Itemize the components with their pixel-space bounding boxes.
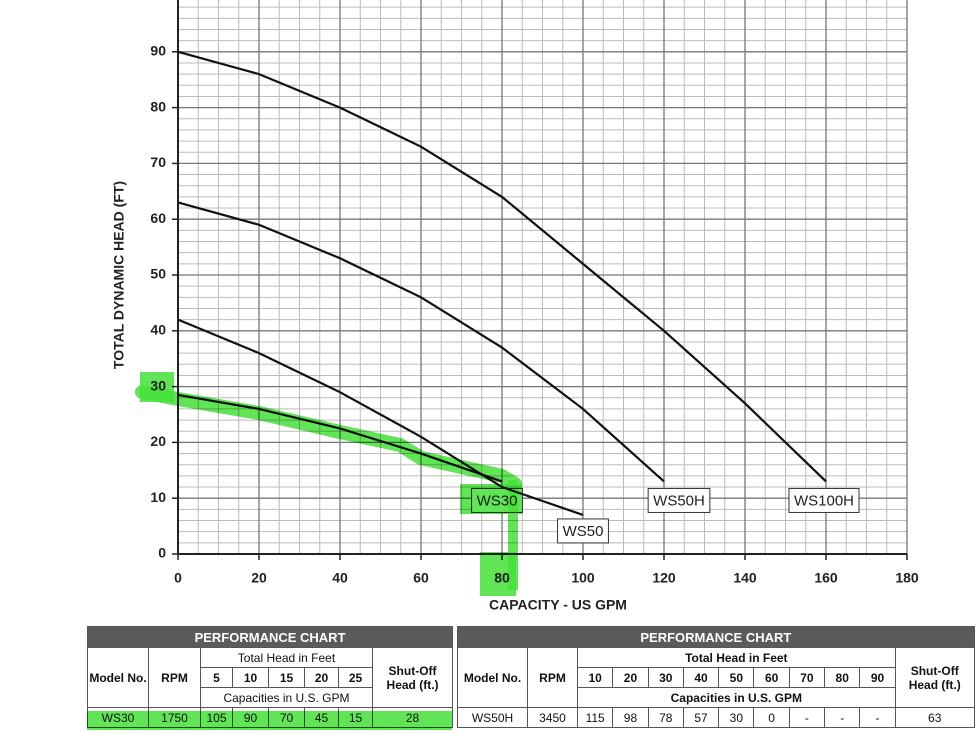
chart: TOTAL DYNAMIC HEAD (FT) CAPACITY - US GP… xyxy=(111,0,919,613)
table-cell: 10 xyxy=(232,667,269,688)
table-cell: 70 xyxy=(788,667,826,688)
table-row: Capacities in U.S. GPM xyxy=(88,687,453,708)
table-cell: WS50H xyxy=(457,707,528,728)
table-cell: Total Head in Feet xyxy=(200,647,373,668)
performance-table: PERFORMANCE CHART Model No. RPM Total Head … xyxy=(86,626,454,728)
table-cell: 10 xyxy=(576,667,614,688)
table-cell: 63 xyxy=(894,707,975,728)
table-cell: Model No. xyxy=(87,647,149,708)
table-cell: 20 xyxy=(304,667,339,688)
table-cell: 15 xyxy=(268,667,305,688)
table-cell: PERFORMANCE CHART xyxy=(457,626,975,648)
table-cell: PERFORMANCE CHART xyxy=(86,626,454,648)
table-cell: - xyxy=(824,707,861,728)
table-cell: 105 xyxy=(200,707,233,728)
table-row: WS50H 3450 115 98 78 57 30 0- - -63 xyxy=(457,707,975,728)
table-cell: Shut-Off Head (ft.) xyxy=(371,647,454,708)
y-tick-label: 80 xyxy=(150,98,166,114)
table-cell: 90 xyxy=(859,667,896,688)
table-cell: Total Head in Feet xyxy=(577,647,896,668)
y-tick-label: 60 xyxy=(150,210,166,226)
x-tick-label: 80 xyxy=(494,570,510,586)
y-tick-label: 100 xyxy=(143,0,167,3)
table-cell: 60 xyxy=(753,667,790,688)
table-cell: 45 xyxy=(304,707,339,728)
y-tick-label: 40 xyxy=(150,322,166,338)
series-label-box xyxy=(788,487,860,513)
table-cell: 78 xyxy=(647,707,684,728)
curve xyxy=(177,201,665,483)
table-cell: RPM xyxy=(148,647,201,708)
series-label-text: WS30 xyxy=(477,492,518,509)
table-cell: - xyxy=(859,707,896,728)
table-cell: Capacities in U.S. GPM xyxy=(200,687,373,708)
table-row: 10 20 30 40 50 60 70 80 90 xyxy=(458,667,975,688)
table-cell: 70 xyxy=(268,707,305,728)
table-cell: 98 xyxy=(612,707,649,728)
table-cell: Model No. xyxy=(457,647,528,708)
table-cell: 25 xyxy=(338,667,373,688)
series-label-text: WS50 xyxy=(563,523,604,540)
x-axis-label: CAPACITY - US GPM xyxy=(489,597,627,613)
y-tick-label: 10 xyxy=(150,489,166,505)
table-cell: Capacities in U.S. GPM xyxy=(577,687,896,708)
table-cell: 3450 xyxy=(527,707,578,728)
x-tick-label: 40 xyxy=(332,570,348,586)
x-tick-label: 60 xyxy=(413,570,429,586)
x-tick-label: 140 xyxy=(733,570,757,586)
table-cell: 15 xyxy=(338,707,373,728)
table-cell: - xyxy=(788,707,826,728)
table-cell: Shut-Off Head (ft.) xyxy=(894,647,975,708)
table-row: PERFORMANCE CHART xyxy=(457,626,975,648)
table-cell: 80 xyxy=(824,667,861,688)
x-tick-label: 20 xyxy=(251,570,267,586)
table-row: PERFORMANCE CHART xyxy=(86,626,454,648)
table-cell: 0 xyxy=(753,707,790,728)
table-cell: WS30 xyxy=(87,707,149,728)
table-row: Model No. RPM Total Head in Feet Shut-Off H… xyxy=(457,647,975,708)
table-cell: 30 xyxy=(718,707,755,728)
y-tick-label: 0 xyxy=(158,545,166,561)
x-tick-label: 120 xyxy=(652,570,676,586)
table-row: WS30 1750 105 90 70 45 15 28 xyxy=(87,707,454,728)
table-cell: 57 xyxy=(682,707,720,728)
performance-table: PERFORMANCE CHART Model No. RPM Total Head … xyxy=(457,626,975,728)
x-tick-label: 180 xyxy=(895,570,919,586)
series-label: WS50 xyxy=(557,518,609,544)
series-label-text: WS100H xyxy=(794,492,854,509)
x-tick-label: 160 xyxy=(814,570,838,586)
series-label-box xyxy=(647,487,711,513)
series-label: WS50H xyxy=(647,487,711,513)
y-tick-label: 50 xyxy=(150,266,166,282)
y-axis-label: TOTAL DYNAMIC HEAD (FT) xyxy=(111,181,127,369)
table-cell: 40 xyxy=(682,667,720,688)
x-tick-label: 100 xyxy=(571,570,595,586)
y-tick-label: 20 xyxy=(150,433,166,449)
table-cell: 20 xyxy=(612,667,649,688)
table-cell: 1750 xyxy=(148,707,201,728)
table-cell: 50 xyxy=(718,667,755,688)
table-cell: 5 xyxy=(200,667,233,688)
series-label-text: WS50H xyxy=(653,492,705,509)
series-label: WS100H xyxy=(788,487,860,513)
series-label-box xyxy=(557,518,609,544)
table-cell: 30 xyxy=(647,667,684,688)
table-cell: 115 xyxy=(576,707,614,728)
y-tick-label: 70 xyxy=(150,154,166,170)
y-tick-label: 90 xyxy=(150,43,166,59)
table-cell: 90 xyxy=(232,707,269,728)
x-tick-label: 0 xyxy=(174,570,182,586)
table-cell: RPM xyxy=(527,647,578,708)
table-cell: 28 xyxy=(371,707,454,728)
y-tick-label: 30 xyxy=(150,377,166,393)
table-row: Model No. RPM Total Head in Feet Shut-Off H… xyxy=(87,647,454,708)
curve xyxy=(177,50,827,483)
